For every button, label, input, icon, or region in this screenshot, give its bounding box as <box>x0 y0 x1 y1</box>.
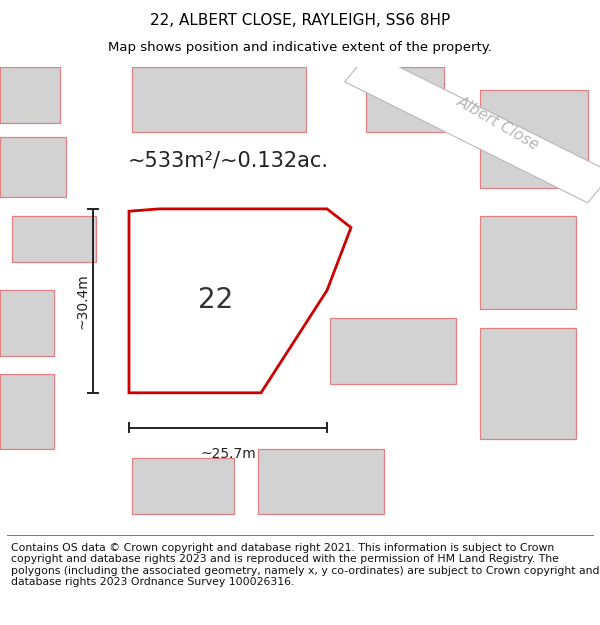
Text: ~533m²/~0.132ac.: ~533m²/~0.132ac. <box>128 150 329 170</box>
Polygon shape <box>480 90 588 188</box>
Polygon shape <box>344 52 600 203</box>
Polygon shape <box>0 137 66 198</box>
Polygon shape <box>480 328 576 439</box>
Text: Contains OS data © Crown copyright and database right 2021. This information is : Contains OS data © Crown copyright and d… <box>11 542 599 588</box>
Text: ~25.7m: ~25.7m <box>200 448 256 461</box>
Polygon shape <box>480 216 576 309</box>
Text: Map shows position and indicative extent of the property.: Map shows position and indicative extent… <box>108 41 492 54</box>
Polygon shape <box>132 67 306 132</box>
Text: 22: 22 <box>199 286 233 314</box>
Polygon shape <box>0 67 60 122</box>
Polygon shape <box>330 318 456 384</box>
Polygon shape <box>258 449 384 514</box>
Text: 22, ALBERT CLOSE, RAYLEIGH, SS6 8HP: 22, ALBERT CLOSE, RAYLEIGH, SS6 8HP <box>150 13 450 28</box>
Polygon shape <box>132 458 234 514</box>
Polygon shape <box>129 209 351 393</box>
Polygon shape <box>366 67 444 132</box>
Polygon shape <box>12 216 96 262</box>
Polygon shape <box>0 374 54 449</box>
Text: Albert Close: Albert Close <box>454 93 542 152</box>
Polygon shape <box>0 291 54 356</box>
Text: ~30.4m: ~30.4m <box>75 273 89 329</box>
